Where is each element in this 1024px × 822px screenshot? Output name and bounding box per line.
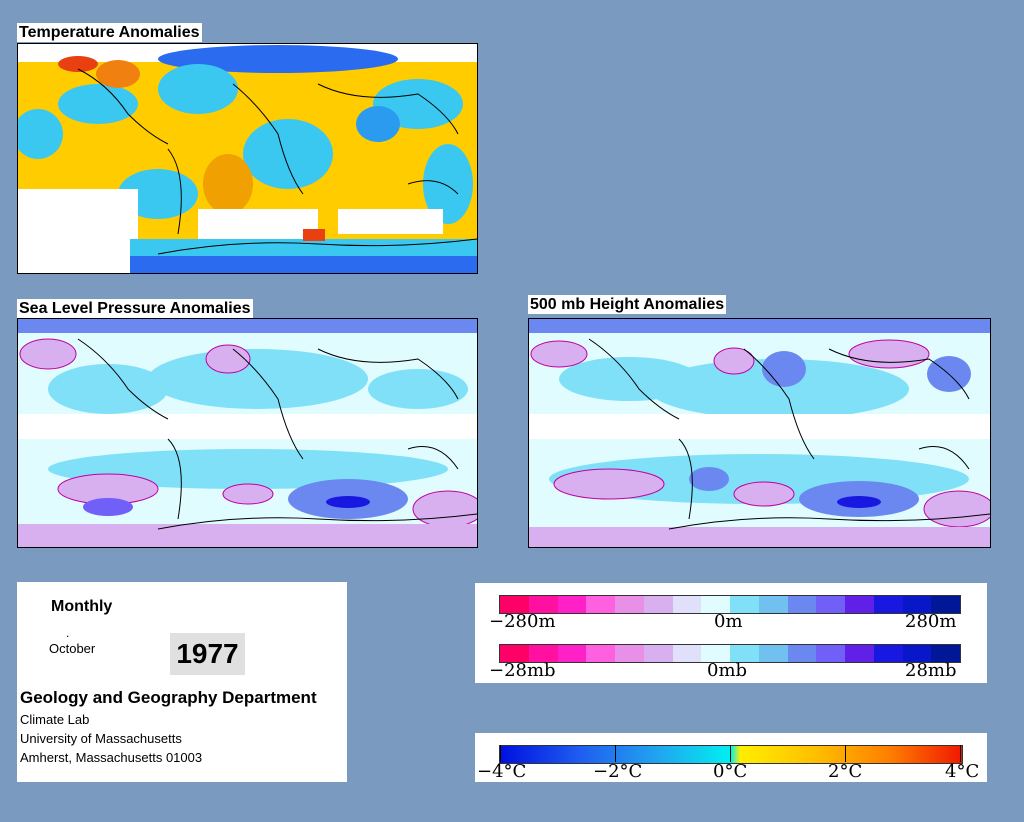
colorbar-swatch xyxy=(902,645,932,662)
slp-map-title: Sea Level Pressure Anomalies xyxy=(17,299,253,318)
colorbar-swatch xyxy=(816,645,845,662)
pressure-min-label: −28mb xyxy=(489,660,556,681)
colorbar-swatch xyxy=(701,645,730,662)
temp-label-minus4: −4°C xyxy=(477,761,527,782)
colorbar-swatch xyxy=(557,645,587,662)
colorbar-swatch xyxy=(615,596,644,613)
colorbar-swatch xyxy=(557,596,587,613)
height-max-label: 280m xyxy=(905,611,957,632)
height-mid-label: 0m xyxy=(714,611,743,632)
colorbar-swatch xyxy=(902,596,932,613)
colorbar-swatch xyxy=(643,596,673,613)
colorbar-swatch xyxy=(845,596,874,613)
pressure-colorbar xyxy=(499,644,961,663)
colorbar-swatch xyxy=(586,645,615,662)
lab-label: Climate Lab xyxy=(20,712,90,727)
colorbar-swatch xyxy=(931,596,960,613)
colorbar-swatch xyxy=(873,645,903,662)
colorbar-swatch xyxy=(500,596,529,613)
colorbar-swatch xyxy=(730,596,759,613)
temp-label-minus2: −2°C xyxy=(593,761,643,782)
colorbar-swatch xyxy=(615,645,644,662)
tick xyxy=(845,745,846,762)
temperature-legend-panel: −4°C −2°C 0°C 2°C 4°C xyxy=(475,733,987,782)
department-label: Geology and Geography Department xyxy=(20,688,317,707)
tick xyxy=(960,745,961,762)
colorbar-swatch xyxy=(528,596,558,613)
period-label: Monthly xyxy=(51,598,113,615)
colorbar-swatch xyxy=(787,596,817,613)
address-label: Amherst, Massachusetts 01003 xyxy=(20,750,203,765)
colorbar-swatch xyxy=(672,596,702,613)
height500-map-title: 500 mb Height Anomalies xyxy=(528,295,727,314)
temperature-map-title: Temperature Anomalies xyxy=(17,23,202,42)
temp-label-plus4: 4°C xyxy=(945,761,980,782)
temp-label-plus2: 2°C xyxy=(828,761,863,782)
anomaly-legend-panel: −280m 0m 280m −28mb 0mb 28mb xyxy=(475,583,987,683)
height-500mb-map xyxy=(528,318,991,548)
colorbar-swatch xyxy=(758,596,788,613)
colorbar-swatch xyxy=(845,645,874,662)
sea-level-pressure-map xyxy=(17,318,478,548)
university-label: University of Massachusetts xyxy=(20,731,182,746)
colorbar-swatch xyxy=(931,645,960,662)
colorbar-swatch xyxy=(701,596,730,613)
colorbar-swatch xyxy=(528,645,558,662)
tick xyxy=(730,745,731,762)
colorbar-swatch xyxy=(672,645,702,662)
colorbar-swatch xyxy=(758,645,788,662)
colorbar-swatch xyxy=(643,645,673,662)
colorbar-swatch xyxy=(873,596,903,613)
period-dot: . xyxy=(66,626,70,640)
colorbar-swatch xyxy=(787,645,817,662)
height-colorbar xyxy=(499,595,961,614)
colorbar-swatch xyxy=(730,645,759,662)
colorbar-swatch xyxy=(500,645,529,662)
info-panel: Monthly . October 1977 Geology and Geogr… xyxy=(17,582,347,782)
pressure-mid-label: 0mb xyxy=(707,660,748,681)
colorbar-swatch xyxy=(816,596,845,613)
temperature-anomaly-map xyxy=(17,43,478,274)
temperature-ticks xyxy=(499,745,963,762)
height-min-label: −280m xyxy=(489,611,556,632)
tick xyxy=(500,745,501,762)
month-label: October xyxy=(49,641,96,656)
tick xyxy=(615,745,616,762)
colorbar-swatch xyxy=(586,596,615,613)
temp-label-zero: 0°C xyxy=(713,761,748,782)
year-label: 1977 xyxy=(170,633,245,675)
pressure-max-label: 28mb xyxy=(905,660,957,681)
